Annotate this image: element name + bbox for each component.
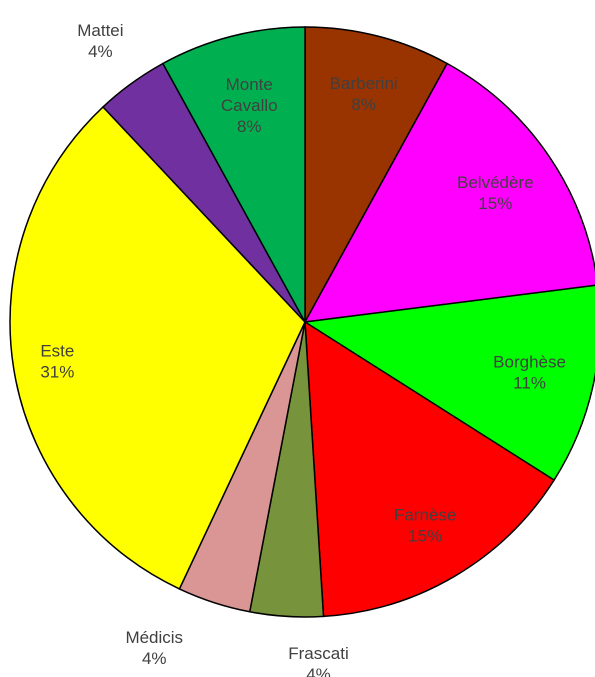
slice-value: 4% [306,665,331,677]
pie-slice [302,284,595,482]
slice-name: Belvédère [457,173,534,192]
slice-label: Monte Cavallo 8% [221,75,278,136]
slice-label: Este 31% [40,342,74,382]
pie-slice [161,26,306,323]
slice-label: Belvédère 15% [457,173,534,213]
slice-value: 15% [478,194,512,213]
slice-name: Frascati [288,644,348,663]
slice-name: Barberini [330,74,398,93]
slice-label: Borghèse 11% [493,353,566,393]
slice-value: 15% [408,527,442,546]
slice-label: Barberini 8% [330,74,398,114]
slice-label: Farnèse 15% [394,506,456,546]
slice-label: Frascati 4% [288,644,348,677]
slice-name: Mattei [77,21,123,40]
slice-name: Médicis [125,628,183,647]
slice-label: Médicis 4% [125,628,183,668]
slice-value: 31% [40,363,74,382]
pie-slice [303,62,595,323]
slice-name: Cavallo [221,96,278,115]
slice-name: Farnèse [394,506,456,525]
slice-label: Mattei 4% [77,21,123,61]
pie-slice [304,26,449,323]
slice-name: Monte [226,75,273,94]
slice-value: 4% [88,42,113,61]
slice-value: 11% [513,374,546,393]
slice-value: 4% [142,649,167,668]
pie-slice [9,105,306,590]
slice-name: Este [40,342,74,361]
slice-value: 8% [351,95,376,114]
slice-value: 8% [237,117,262,136]
slice-name: Borghèse [493,353,566,372]
pie-slice [304,320,556,618]
